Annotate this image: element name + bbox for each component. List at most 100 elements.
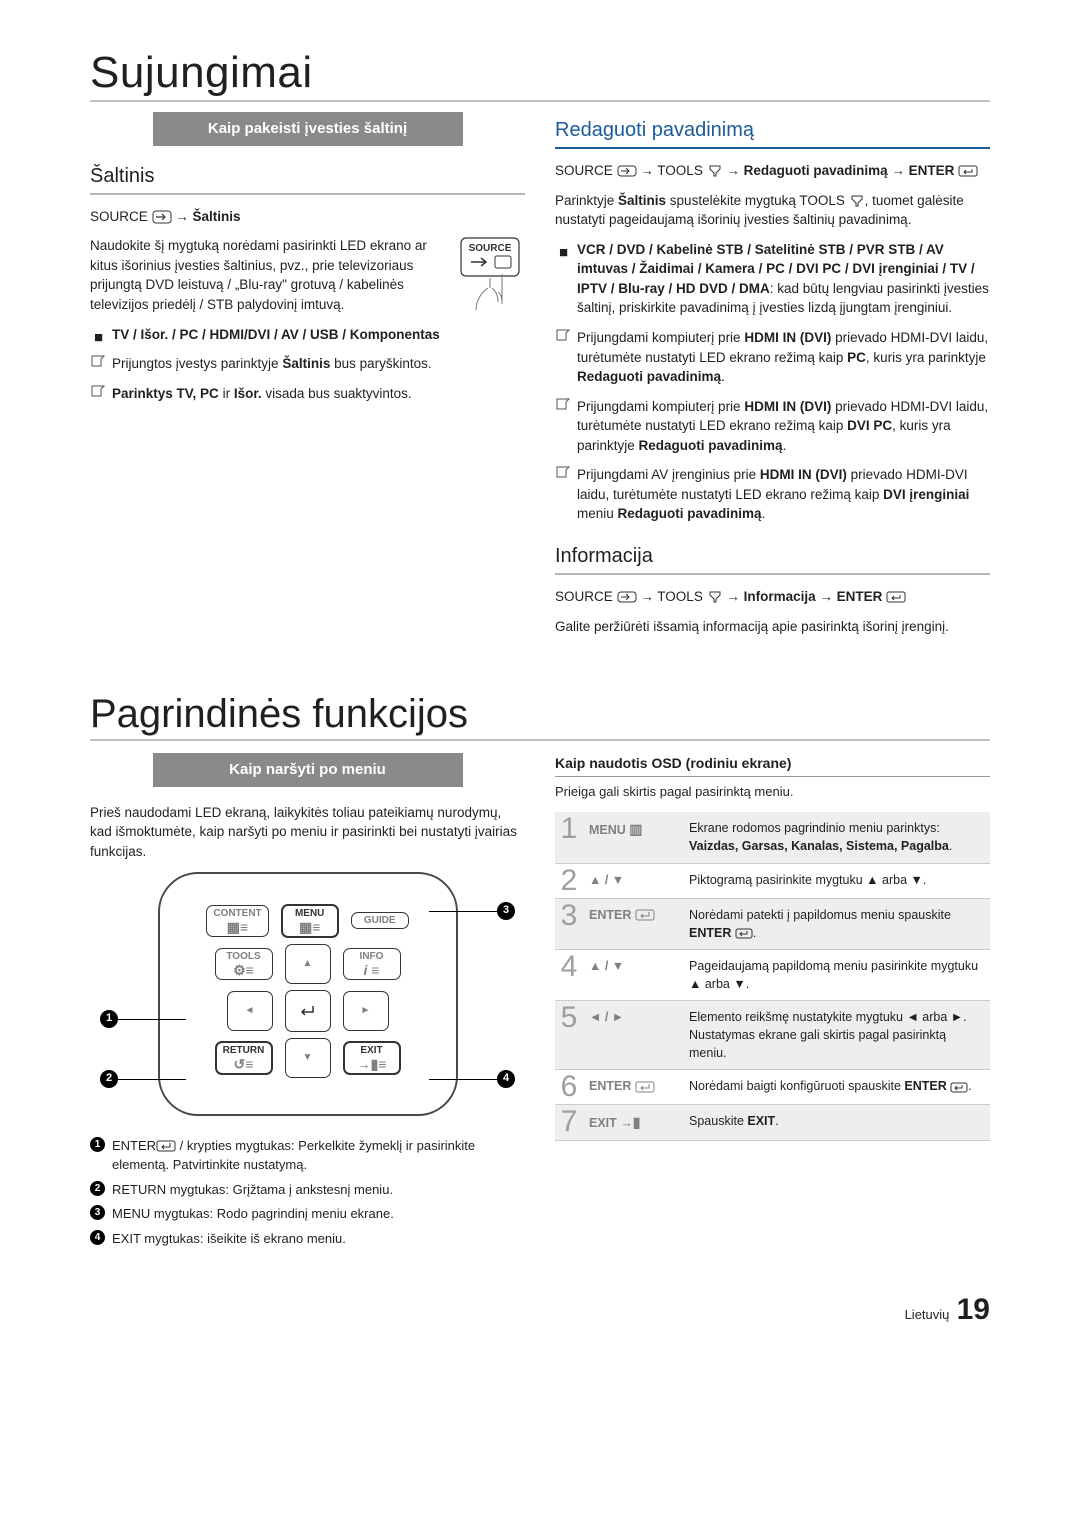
section-band-source: Kaip pakeisti įvesties šaltinį xyxy=(153,112,463,146)
section-band-nav: Kaip naršyti po meniu xyxy=(153,753,463,787)
step-key: ◄ / ► xyxy=(583,1001,683,1070)
square-bullet-icon: ■ xyxy=(94,327,103,349)
legend-num: 4 xyxy=(90,1230,105,1245)
table-row: 2▲ / ▼ Piktogramą pasirinkite mygtuku ▲ … xyxy=(555,863,990,898)
step-key: MENU ▥ xyxy=(583,812,683,863)
note-text-a: Parinktys TV, PC xyxy=(112,386,219,401)
square-bullet-icon: ■ xyxy=(559,242,568,264)
remote-enter-button xyxy=(285,990,331,1032)
note-icon xyxy=(90,384,108,398)
note-text-a: Prijungtos įvestys parinktyje xyxy=(112,356,282,371)
table-row: 5◄ / ► Elemento reikšmę nustatykite mygt… xyxy=(555,1001,990,1070)
step-key: ENTER xyxy=(583,1070,683,1105)
callout-4: 4 xyxy=(497,1070,515,1088)
nav-intro: Prieš naudodami LED ekraną, laikykitės t… xyxy=(90,803,525,862)
note-icon xyxy=(555,465,573,479)
step-desc: Pageidaujamą papildomą meniu pasirinkite… xyxy=(683,949,990,1000)
note-text-d: visada bus suaktyvintos. xyxy=(262,386,412,401)
legend-label: MENU xyxy=(112,1206,150,1221)
step-key: ENTER xyxy=(583,898,683,949)
legend-text: mygtukas: išeikite iš ekrano meniu. xyxy=(141,1231,346,1246)
legend-label: EXIT xyxy=(112,1231,141,1246)
remote-left-button: ◄ xyxy=(227,991,273,1031)
step-num: 7 xyxy=(555,1105,583,1140)
enter-icon xyxy=(886,591,906,603)
t: HDMI IN (DVI) xyxy=(744,399,831,414)
legend-num: 1 xyxy=(90,1137,105,1152)
step-key: EXIT →▮ xyxy=(583,1105,683,1140)
t: , kuris yra parinktyje xyxy=(866,350,986,365)
path-target: → Šaltinis xyxy=(175,209,240,224)
breadcrumb-edit: SOURCE → TOOLS → Redaguoti pavadinimą → … xyxy=(555,161,990,181)
breadcrumb-source: SOURCE → Šaltinis xyxy=(90,207,525,227)
legend-text: mygtukas: Grįžtama į ankstesnį meniu. xyxy=(166,1182,393,1197)
legend-row: 2 RETURN mygtukas: Grįžtama į ankstesnį m… xyxy=(90,1180,525,1200)
legend-num: 2 xyxy=(90,1181,105,1196)
remote-diagram: CONTENT▦≡ MENU▦≡ GUIDE TOOLS⚙≡ ▲ INFOi ≡… xyxy=(158,872,458,1116)
source-btn-text: SOURCE xyxy=(469,243,512,254)
tools-icon xyxy=(707,164,723,178)
remote-exit-button: EXIT→▮≡ xyxy=(343,1041,401,1075)
callout-line xyxy=(429,911,497,912)
legend-label: RETURN xyxy=(112,1182,166,1197)
note-icon xyxy=(555,328,573,342)
t: Redaguoti pavadinimą xyxy=(618,506,762,521)
enter-icon xyxy=(297,1003,319,1019)
t: PC xyxy=(847,350,866,365)
enter-icon xyxy=(958,165,978,177)
path-seg: → Informacija → ENTER xyxy=(726,589,882,604)
path-seg: → TOOLS xyxy=(640,589,703,604)
note-icon xyxy=(555,397,573,411)
osd-table: 1MENU ▥Ekrane rodomos pagrindinio meniu … xyxy=(555,812,990,1140)
legend-row: 1ENTER / krypties mygtukas: Perkelkite ž… xyxy=(90,1136,525,1175)
bullet-text: TV / Išor. / PC / HDMI/DVI / AV / USB / … xyxy=(112,327,440,342)
callout-line xyxy=(429,1079,497,1080)
tools-icon xyxy=(707,590,723,604)
remote-down-button: ▼ xyxy=(285,1038,331,1078)
source-button-graphic: SOURCE xyxy=(455,236,525,326)
intro-seg: Parinktyje xyxy=(555,193,618,208)
t: Prijungdami AV įrenginius prie xyxy=(577,467,760,482)
body-text: Galite peržiūrėti išsamią informaciją ap… xyxy=(555,617,990,637)
note-text-c: Išor. xyxy=(234,386,262,401)
note-text-b: Šaltinis xyxy=(282,356,330,371)
bullet-item: ■ TV / Išor. / PC / HDMI/DVI / AV / USB … xyxy=(90,325,525,345)
bullet-item: ■ VCR / DVD / Kabelinė STB / Satelitinė … xyxy=(555,240,990,318)
table-row: 3ENTER Norėdami patekti į papildomus men… xyxy=(555,898,990,949)
callout-3: 3 xyxy=(497,902,515,920)
source-in-icon xyxy=(152,210,172,224)
t: Prijungdami kompiuterį prie xyxy=(577,399,744,414)
note-icon xyxy=(90,354,108,368)
remote-menu-button: MENU▦≡ xyxy=(281,904,339,938)
enter-icon xyxy=(156,1140,176,1152)
t: Redaguoti pavadinimą xyxy=(577,369,721,384)
body-text: Parinktyje Šaltinis spustelėkite mygtuką… xyxy=(555,191,990,230)
enter-icon xyxy=(735,928,753,939)
enter-icon xyxy=(950,1082,968,1093)
legend-num: 3 xyxy=(90,1205,105,1220)
footer-lang: Lietuvių xyxy=(905,1307,950,1322)
note-text-c: bus paryškintos. xyxy=(330,356,431,371)
table-row: 7EXIT →▮Spauskite EXIT. xyxy=(555,1105,990,1140)
step-key: ▲ / ▼ xyxy=(583,863,683,898)
t: Prijungdami kompiuterį prie xyxy=(577,330,744,345)
t: HDMI IN (DVI) xyxy=(760,467,847,482)
table-row: 6ENTER Norėdami baigti konfigūruoti spau… xyxy=(555,1070,990,1105)
enter-icon xyxy=(635,909,655,921)
callout-line xyxy=(118,1079,186,1080)
t: . xyxy=(762,506,766,521)
t: DVI PC xyxy=(847,418,892,433)
step-desc: Spauskite EXIT. xyxy=(683,1105,990,1140)
step-desc: Piktogramą pasirinkite mygtuku ▲ arba ▼. xyxy=(683,863,990,898)
source-in-icon xyxy=(617,591,637,603)
step-num: 4 xyxy=(555,949,583,1000)
callout-2: 2 xyxy=(100,1070,118,1088)
path-seg: SOURCE xyxy=(555,589,613,604)
step-num: 1 xyxy=(555,812,583,863)
note-item: Prijungdami AV įrenginius prie HDMI IN (… xyxy=(555,465,990,524)
step-desc: Ekrane rodomos pagrindinio meniu parinkt… xyxy=(683,812,990,863)
source-in-icon xyxy=(617,165,637,177)
callout-1: 1 xyxy=(100,1010,118,1028)
step-num: 2 xyxy=(555,863,583,898)
remote-legend: 1ENTER / krypties mygtukas: Perkelkite ž… xyxy=(90,1136,525,1249)
